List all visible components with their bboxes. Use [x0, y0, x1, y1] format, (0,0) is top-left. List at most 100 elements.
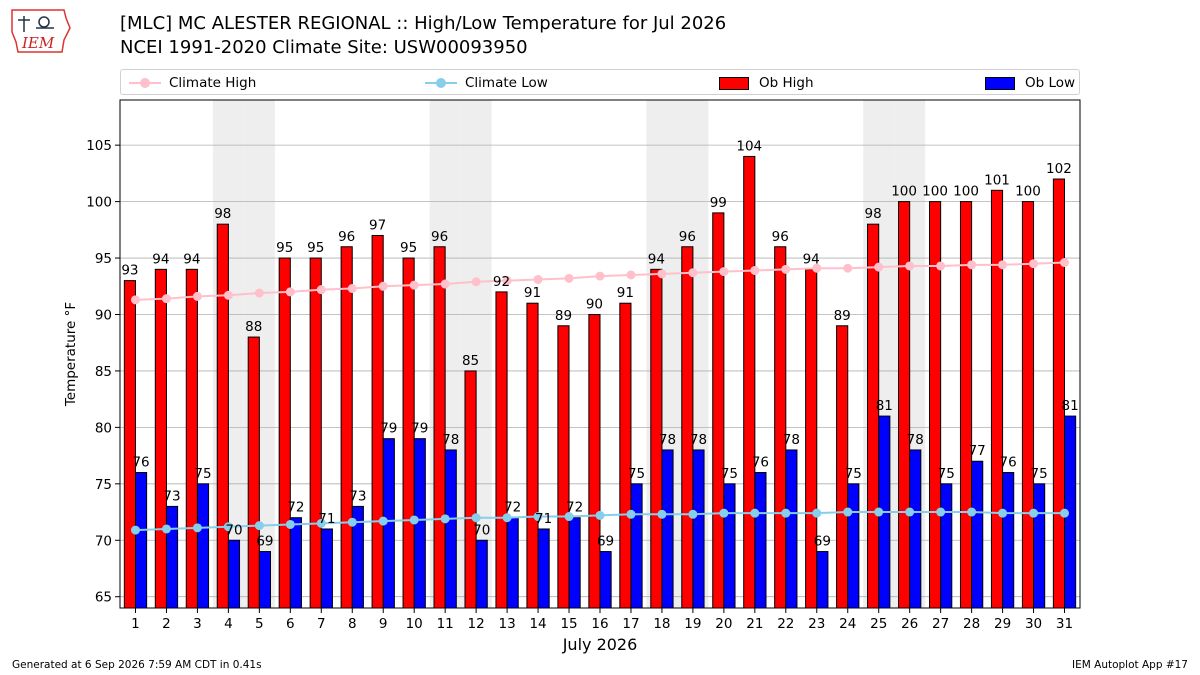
ob-high-bar-8 — [340, 246, 353, 609]
ob-low-bar-6 — [289, 517, 302, 609]
ob-low-label-7: 71 — [318, 511, 335, 527]
ob-low-label-2: 73 — [163, 488, 180, 504]
climate-low-point-29 — [998, 508, 1008, 518]
ob-low-bar-1 — [134, 472, 148, 609]
ob-high-label-11: 96 — [431, 229, 448, 245]
ob-high-label-17: 91 — [617, 285, 634, 301]
ob-high-label-14: 91 — [524, 285, 541, 301]
ob-high-label-18: 94 — [648, 251, 665, 267]
x-tick-label-23: 23 — [808, 616, 825, 632]
ob-high-bar-14 — [526, 302, 539, 609]
ob-low-bar-13 — [506, 517, 519, 609]
y-tick-label-65: 65 — [95, 590, 112, 606]
ob-low-label-30: 75 — [1031, 466, 1048, 482]
ob-low-label-6: 72 — [287, 500, 304, 516]
climate-low-point-26 — [905, 507, 915, 517]
ob-low-bar-30 — [1033, 483, 1046, 609]
title-line-1: [MLC] MC ALESTER REGIONAL :: High/Low Te… — [120, 13, 727, 34]
legend-climate-high-label: Climate High — [169, 75, 257, 91]
climate-high-point-30 — [1029, 259, 1039, 269]
climate-low-point-13 — [502, 513, 512, 523]
x-tick-label-27: 27 — [932, 616, 949, 632]
svg-text:IEM: IEM — [21, 34, 55, 52]
climate-high-point-4 — [223, 290, 233, 300]
ob-low-bar-29 — [1002, 472, 1015, 609]
legend-climate-high-swatch — [129, 76, 161, 90]
y-tick-label-75: 75 — [95, 477, 112, 493]
bar-value-labels: 93 76 94 73 94 75 98 70 88 69 95 72 95 71 96 73 97 79 95 79… — [121, 138, 1078, 549]
climate-low-point-2 — [161, 524, 171, 534]
legend-ob-high-swatch — [719, 76, 749, 90]
ob-high-bar-19 — [681, 246, 694, 609]
legend-ob-low-swatch — [985, 76, 1015, 90]
ob-high-label-4: 98 — [214, 206, 231, 222]
climate-low-point-31 — [1060, 508, 1070, 518]
ob-low-bar-21 — [754, 472, 767, 609]
climate-low-point-30 — [1029, 508, 1039, 518]
ob-low-label-28: 77 — [969, 443, 986, 459]
ob-low-label-22: 78 — [783, 432, 800, 448]
climate-low-point-24 — [843, 507, 853, 517]
ob-low-label-21: 76 — [752, 455, 769, 471]
x-tick-label-29: 29 — [994, 616, 1011, 632]
climate-high-point-9 — [378, 281, 388, 291]
x-tick-label-4: 4 — [224, 616, 233, 632]
legend-ob-high: Ob High — [719, 73, 814, 93]
climate-high-point-20 — [719, 267, 729, 277]
x-tick-label-13: 13 — [499, 616, 516, 632]
climate-low-point-3 — [192, 523, 202, 533]
climate-low-point-1 — [130, 525, 140, 535]
ob-low-bar-23 — [816, 551, 829, 609]
ob-high-bar-23 — [805, 268, 818, 609]
ob-high-label-25: 98 — [865, 206, 882, 222]
x-tick-label-14: 14 — [529, 616, 546, 632]
climate-high-point-3 — [192, 291, 202, 301]
ob-high-label-2: 94 — [152, 251, 169, 267]
climate-high-point-18 — [657, 269, 667, 279]
chart-legend: Climate High Climate Low Ob High Ob Low — [120, 69, 1080, 95]
ob-high-bar-25 — [867, 223, 880, 609]
ob-low-bar-17 — [630, 483, 643, 609]
ob-high-bar-4 — [216, 223, 229, 609]
ob-low-label-16: 69 — [597, 534, 614, 550]
x-tick-label-24: 24 — [839, 616, 856, 632]
ob-low-bar-20 — [723, 483, 736, 609]
x-tick-label-10: 10 — [406, 616, 423, 632]
y-tick-label-100: 100 — [86, 195, 112, 211]
ob-low-label-18: 78 — [659, 432, 676, 448]
climate-high-point-2 — [161, 294, 171, 304]
ob-high-bar-7 — [309, 257, 322, 609]
ob-low-bar-22 — [785, 449, 798, 609]
ob-high-bar-15 — [557, 325, 570, 609]
ob-low-label-24: 75 — [845, 466, 862, 482]
ob-high-bar-22 — [774, 246, 787, 609]
ob-low-bar-19 — [692, 449, 705, 609]
ob-low-label-23: 69 — [814, 534, 831, 550]
x-tick-label-31: 31 — [1056, 616, 1073, 632]
x-tick-label-12: 12 — [468, 616, 485, 632]
ob-low-label-19: 78 — [690, 432, 707, 448]
climate-high-point-11 — [440, 279, 450, 289]
ob-high-bar-31 — [1052, 178, 1066, 609]
ob-low-label-25: 81 — [876, 398, 893, 414]
climate-low-point-12 — [471, 513, 481, 523]
ob-high-label-20: 99 — [710, 195, 727, 211]
ob-low-bar-24 — [847, 483, 860, 609]
x-tick-label-21: 21 — [746, 616, 763, 632]
y-tick-label-85: 85 — [95, 364, 112, 380]
climate-low-point-9 — [378, 516, 388, 526]
climate-high-point-12 — [471, 277, 481, 287]
climate-high-point-21 — [750, 265, 760, 275]
legend-climate-low-label: Climate Low — [465, 75, 548, 91]
ob-low-bar-11 — [444, 449, 457, 609]
ob-high-label-21: 104 — [736, 138, 762, 154]
title-line-2: NCEI 1991-2020 Climate Site: USW00093950 — [120, 37, 528, 58]
ob-low-label-1: 76 — [132, 455, 149, 471]
ob-high-label-15: 89 — [555, 308, 572, 324]
ob-high-label-29: 101 — [984, 172, 1010, 188]
climate-high-point-23 — [812, 263, 822, 273]
climate-high-point-14 — [533, 274, 543, 284]
x-tick-label-15: 15 — [560, 616, 577, 632]
